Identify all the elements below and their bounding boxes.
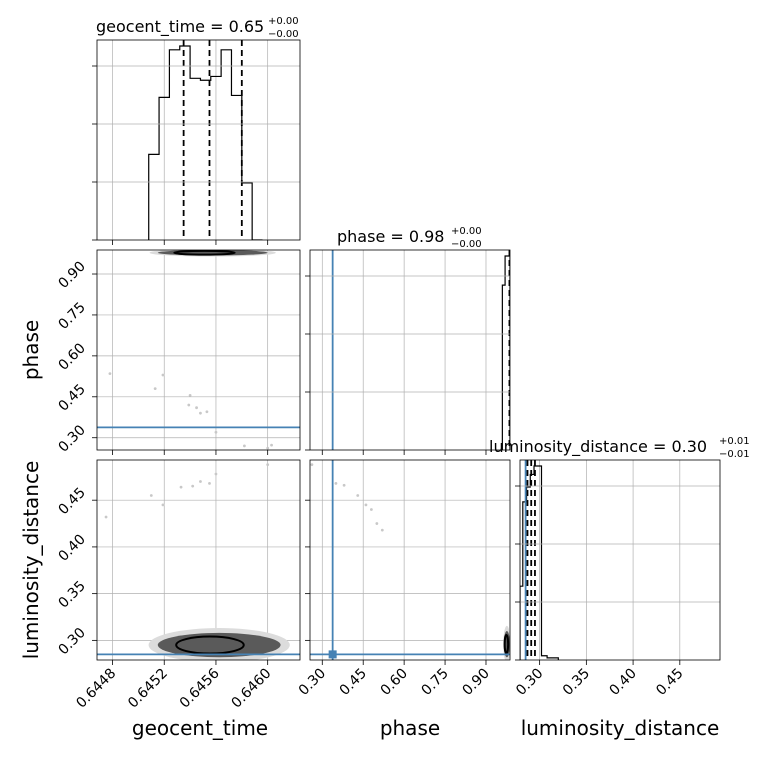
panel-luminosity-distance-hist: 0.30 0.35 0.40 0.45 [513,459,721,699]
sample-point [104,515,108,519]
x-tick-label: 0.40 [607,666,640,699]
xlabel-geocent-time: geocent_time [132,716,268,740]
panel-frame [96,39,301,241]
title-phase-sub: −0.00 [451,239,482,250]
sample-point [375,522,379,525]
x-tick-label: 0.6448 [73,666,119,712]
panel-frame [96,249,301,451]
sample-point [266,463,270,467]
sample-point [108,372,112,376]
panel-phase-hist [305,249,511,455]
title-geocent-time: geocent_time = 0.65 [96,17,264,37]
sample-point [342,483,346,487]
panel-phase-vs-luminosity-distance: 0.30 0.45 0.60 0.75 0.90 [296,459,511,699]
clipped-content [112,40,269,240]
panel-frame [519,459,721,661]
sample-point [369,508,373,511]
hist-bars [148,45,263,240]
y-tick-label: 0.30 [55,625,88,658]
x-tick-label: 0.35 [560,666,593,699]
sample-point [243,444,246,448]
clipped-content [97,460,300,660]
panel-frame [309,459,511,661]
x-tick-label: 0.60 [378,666,411,699]
y-tick-label: 0.60 [55,340,88,373]
density-contour [173,250,236,256]
x-tick-label: 0.30 [513,666,546,699]
clipped-content [97,250,300,450]
x-tick-label: 0.90 [459,666,492,699]
xlabel-luminosity-distance: luminosity_distance [521,716,720,740]
sample-point [310,463,314,467]
sample-point [205,410,209,414]
sample-point [161,503,165,507]
title-phase: phase = 0.98 [337,227,444,246]
x-tick-label: 0.45 [337,666,370,699]
sample-point [208,481,211,485]
ylabel-luminosity-distance: luminosity_distance [19,461,43,660]
sample-point [266,446,270,450]
y-tick-label: 0.30 [55,422,88,455]
title-luminosity-distance-sup: +0.01 [719,436,750,447]
x-tick-label: 0.6452 [125,666,171,712]
sample-point [199,480,202,483]
sample-point [334,481,338,485]
y-tick-label: 0.75 [55,299,88,332]
title-geocent-time-sub: −0.00 [268,29,299,40]
x-tick-label: 0.75 [419,666,452,699]
x-tick-label: 0.45 [653,666,686,699]
title-luminosity-distance-sub: −0.01 [719,449,750,460]
y-tick-label: 0.45 [55,381,88,414]
title-phase-sup: +0.00 [451,226,482,237]
sample-point [199,411,202,415]
y-tick-label: 0.40 [55,531,88,564]
sample-point [161,373,165,377]
ylabel-phase: phase [19,320,43,380]
y-tick-label: 0.45 [55,485,88,518]
sample-point [270,443,273,447]
density-contour [503,633,510,655]
panel-geocent-time-vs-luminosity-distance: 0.6448 0.6452 0.6456 0.6460 0.30 0.35 0.40 0.45 [55,459,301,712]
sample-point [188,394,192,397]
xlabel-phase: phase [380,716,440,740]
y-tick-label: 0.35 [55,578,88,611]
sample-point [380,528,384,532]
sample-point [195,406,198,410]
sample-point [149,494,153,497]
sample-point [214,430,218,434]
title-luminosity-distance: luminosity_distance = 0.30 [489,437,707,457]
x-tick-label: 0.6460 [229,666,275,712]
sample-point [356,494,360,497]
clipped-content [321,250,510,450]
sample-point [191,484,195,488]
title-geocent-time-sup: +0.00 [268,16,299,27]
sample-point [187,403,191,407]
y-tick-label: 0.90 [55,259,88,292]
panel-geocent-time-hist [92,39,301,245]
sample-point [214,472,218,476]
panel-frame [309,249,511,451]
clipped-content [520,460,681,660]
hist-bars [501,255,510,450]
truth-marker [328,650,337,659]
panel-geocent-time-vs-phase: 0.30 0.45 0.60 0.75 0.90 [55,249,301,456]
panel-frame [96,459,301,661]
sample-point [179,485,183,489]
x-tick-label: 0.30 [296,666,329,699]
hist-bars [520,465,559,660]
sample-point [153,387,157,391]
sample-point [364,503,368,507]
clipped-content [310,460,510,660]
x-tick-label: 0.6456 [177,665,223,711]
